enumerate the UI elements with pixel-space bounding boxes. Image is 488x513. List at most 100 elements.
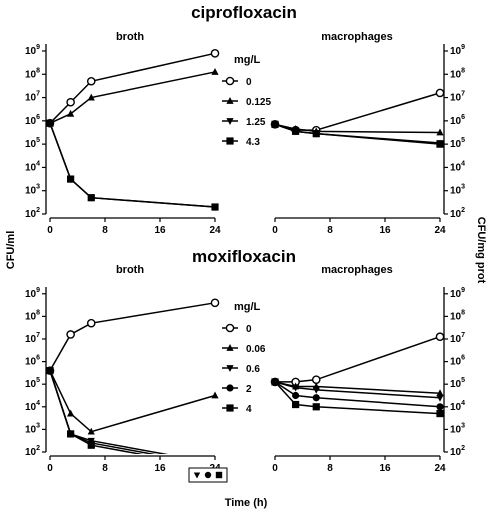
legend-marker xyxy=(226,118,234,125)
data-point xyxy=(436,409,444,418)
data-point xyxy=(66,330,75,339)
y-tick-label: 109 xyxy=(25,287,40,300)
y-tick-label: 102 xyxy=(450,445,465,458)
chart-panels: broth 102 103 104 105 106 107 108 109 0 8 16 24 mg/L 0… xyxy=(25,31,465,483)
data-point xyxy=(87,194,95,202)
legend-marker xyxy=(226,344,234,351)
y-tick-label: 104 xyxy=(25,400,40,413)
y-tick-label: 106 xyxy=(450,114,465,127)
legend-marker xyxy=(226,97,234,104)
data-point xyxy=(87,93,95,101)
legend-entry: 4 xyxy=(246,404,252,415)
y-tick-label: 107 xyxy=(25,91,40,104)
series-line-3 xyxy=(274,381,441,408)
panel-subtitle: broth xyxy=(116,31,144,43)
data-point xyxy=(436,140,444,148)
y-tick-label: 108 xyxy=(450,309,465,322)
plot-area xyxy=(270,332,445,418)
y-tick-label: 105 xyxy=(25,377,40,390)
series-line-1 xyxy=(49,370,216,433)
data-point xyxy=(46,119,54,127)
y-tick-label: 109 xyxy=(450,287,465,300)
series-line-3 xyxy=(49,122,216,208)
y-tick-label: 107 xyxy=(25,332,40,345)
y-tick-label: 108 xyxy=(25,67,40,80)
plot-area xyxy=(45,298,220,454)
y-tick-label: 103 xyxy=(450,184,465,197)
legend-title: mg/L xyxy=(234,54,261,66)
legend-marker xyxy=(226,404,234,412)
y-tick-label: 105 xyxy=(25,137,40,150)
chart-panel-0: broth 102 103 104 105 106 107 108 109 0 8 16 24 mg/L 0… xyxy=(25,31,271,236)
series-line-2 xyxy=(274,381,441,399)
x-tick-label: 24 xyxy=(434,225,446,236)
below-axis-marker xyxy=(215,471,223,479)
series-line-0 xyxy=(49,302,216,372)
y-tick-label: 102 xyxy=(25,207,40,220)
legend-entry: 0 xyxy=(246,324,252,335)
legend-marker xyxy=(226,384,234,392)
legend-entry: 1.25 xyxy=(246,117,266,128)
data-point xyxy=(292,391,300,400)
y-axis-label-right: CFU/mg prot xyxy=(475,217,487,284)
data-point xyxy=(436,389,444,397)
legend-entry: 0.6 xyxy=(246,364,260,375)
panel-subtitle: macrophages xyxy=(321,31,393,43)
plot-area xyxy=(270,88,445,148)
x-tick-label: 0 xyxy=(47,463,53,474)
data-point xyxy=(86,76,96,86)
data-point xyxy=(312,130,320,138)
data-point xyxy=(67,175,75,183)
x-tick-label: 0 xyxy=(47,225,53,236)
data-point xyxy=(292,384,300,392)
y-tick-label: 109 xyxy=(25,44,40,57)
series-line-0 xyxy=(274,92,441,131)
y-tick-label: 102 xyxy=(450,207,465,220)
data-point xyxy=(211,203,219,211)
data-point xyxy=(311,375,321,384)
series-line-0 xyxy=(49,52,216,124)
legend-entry: 0.125 xyxy=(246,97,271,108)
data-point xyxy=(67,430,75,438)
data-point xyxy=(86,318,96,328)
x-tick-label: 24 xyxy=(209,225,221,236)
legend-entry: 0.06 xyxy=(246,344,266,355)
x-tick-label: 8 xyxy=(102,463,108,474)
y-tick-label: 102 xyxy=(25,445,40,458)
data-point xyxy=(312,394,320,402)
data-point xyxy=(211,67,219,75)
chart-panel-3: macrophages 102 103 104 105 106 107 108 109 0 8 16 2… xyxy=(270,264,465,474)
series-line-3 xyxy=(274,123,441,145)
y-tick-label: 109 xyxy=(450,44,465,57)
plot-area xyxy=(45,49,220,211)
x-tick-label: 0 xyxy=(272,225,278,236)
below-axis-marker xyxy=(204,471,212,479)
below-axis-marker xyxy=(193,472,201,479)
data-point xyxy=(312,386,320,394)
chart-panel-2: broth102103104105106107108109081624mg/L0… xyxy=(25,264,266,483)
y-tick-label: 105 xyxy=(450,137,465,150)
y-tick-label: 103 xyxy=(25,422,40,435)
x-tick-label: 16 xyxy=(154,463,166,474)
data-point xyxy=(271,378,279,386)
x-tick-label: 16 xyxy=(379,225,391,236)
data-point xyxy=(292,400,300,409)
series-line-1 xyxy=(49,71,216,124)
title-moxifloxacin: moxifloxacin xyxy=(192,247,296,266)
legend-entry: 0 xyxy=(246,77,252,88)
y-tick-label: 104 xyxy=(25,160,40,173)
y-axis-label-left: CFU/ml xyxy=(5,231,17,270)
series-line-1 xyxy=(274,123,441,134)
title-ciprofloxacin: ciprofloxacin xyxy=(191,3,297,22)
y-tick-label: 107 xyxy=(450,332,465,345)
y-tick-label: 106 xyxy=(25,114,40,127)
x-tick-label: 16 xyxy=(154,225,166,236)
data-point xyxy=(271,120,279,128)
series-line-2 xyxy=(49,122,216,208)
data-point xyxy=(435,332,445,342)
data-point xyxy=(436,128,444,136)
data-point xyxy=(435,88,445,98)
y-tick-label: 107 xyxy=(450,91,465,104)
data-point xyxy=(292,127,300,135)
